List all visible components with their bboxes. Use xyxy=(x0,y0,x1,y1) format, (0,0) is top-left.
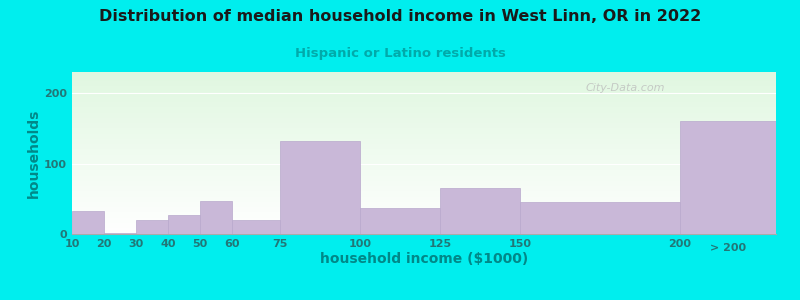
Bar xyxy=(136,220,168,234)
Bar xyxy=(680,121,776,234)
Bar xyxy=(520,202,680,234)
X-axis label: household income ($1000): household income ($1000) xyxy=(320,252,528,266)
Bar xyxy=(280,141,360,234)
Text: > 200: > 200 xyxy=(710,243,746,253)
Text: Hispanic or Latino residents: Hispanic or Latino residents xyxy=(294,46,506,59)
Text: City-Data.com: City-Data.com xyxy=(586,83,666,93)
Bar xyxy=(440,188,520,234)
Bar xyxy=(72,211,104,234)
Bar xyxy=(232,220,280,234)
Text: Distribution of median household income in West Linn, OR in 2022: Distribution of median household income … xyxy=(99,9,701,24)
Bar xyxy=(200,201,232,234)
Bar xyxy=(168,215,200,234)
Bar xyxy=(104,232,136,234)
Bar xyxy=(360,208,440,234)
Y-axis label: households: households xyxy=(27,108,42,198)
